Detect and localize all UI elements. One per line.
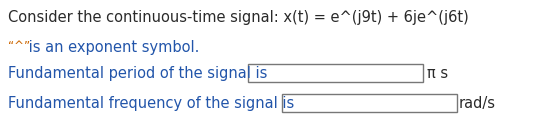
Bar — [248, 64, 423, 82]
Text: Fundamental frequency of the signal is: Fundamental frequency of the signal is — [8, 96, 294, 111]
Text: “^”: “^” — [8, 40, 30, 53]
Text: Fundamental period of the signal is: Fundamental period of the signal is — [8, 66, 267, 81]
Text: Consider the continuous-time signal: x(t) = e^(j9t) + 6je^(j6t): Consider the continuous-time signal: x(t… — [8, 10, 469, 25]
Text: rad/s: rad/s — [459, 96, 496, 111]
Bar — [282, 94, 457, 112]
Text: is an exponent symbol.: is an exponent symbol. — [24, 40, 199, 55]
Text: π s: π s — [427, 66, 448, 81]
